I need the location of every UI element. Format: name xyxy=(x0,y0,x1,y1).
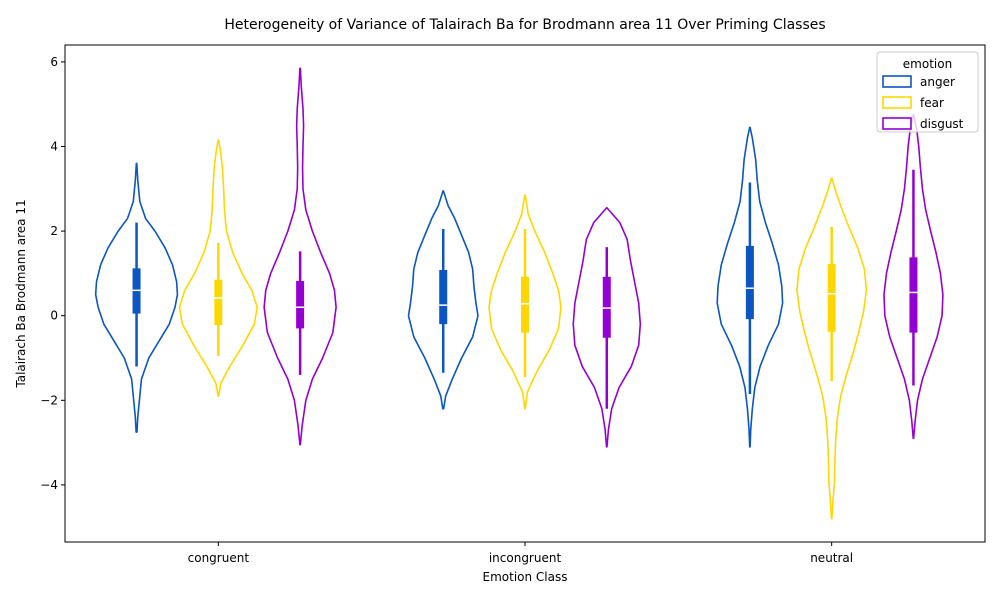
violin-anger-congruent xyxy=(94,162,179,433)
violin-disgust-congruent xyxy=(263,67,337,446)
violin-outline xyxy=(572,207,642,448)
y-tick-label: −2 xyxy=(40,393,58,407)
iqr-box xyxy=(296,281,305,329)
violin-outline xyxy=(796,177,868,520)
violin-outline xyxy=(178,139,258,397)
violin-outline xyxy=(263,67,337,446)
legend-label-disgust: disgust xyxy=(920,117,964,131)
y-axis-label: Talairach Ba Brodmann area 11 xyxy=(14,199,28,388)
y-tick-label: 6 xyxy=(50,55,58,69)
legend: emotion anger fear disgust xyxy=(876,51,979,133)
iqr-box xyxy=(827,264,836,332)
violin-anger-neutral xyxy=(716,126,784,448)
legend-label-fear: fear xyxy=(920,96,944,110)
legend-box xyxy=(876,51,979,133)
y-tick-label: 4 xyxy=(50,140,58,154)
x-tick-label: incongruent xyxy=(489,551,562,565)
plot-area xyxy=(94,67,944,520)
iqr-box xyxy=(439,270,448,325)
iqr-box xyxy=(602,276,611,338)
x-tick-label: congruent xyxy=(188,551,250,565)
y-tick-label: 2 xyxy=(50,224,58,238)
violin-anger-incongruent xyxy=(407,190,479,410)
iqr-box xyxy=(909,257,918,333)
violin-outline xyxy=(716,126,784,448)
violin-fear-congruent xyxy=(178,139,258,397)
legend-swatch-fear xyxy=(882,96,912,109)
violin-fear-neutral xyxy=(796,177,868,520)
violin-fear-incongruent xyxy=(488,194,562,410)
violin-outline xyxy=(488,194,562,410)
legend-swatch-disgust xyxy=(882,117,912,130)
y-tick-label: 0 xyxy=(50,309,58,323)
iqr-box xyxy=(214,279,223,326)
iqr-box xyxy=(521,276,529,333)
x-tick-label: neutral xyxy=(810,551,853,565)
y-tick-label: −4 xyxy=(40,478,58,492)
x-axis-label: Emotion Class xyxy=(483,570,568,584)
x-axis: congruent incongruent neutral xyxy=(188,542,853,565)
violin-disgust-incongruent xyxy=(572,207,642,448)
y-axis: −4 −2 0 2 4 6 xyxy=(40,55,65,492)
legend-swatch-anger xyxy=(882,75,912,88)
violin-outline xyxy=(94,162,179,433)
violin-outline xyxy=(407,190,479,410)
violin-disgust-neutral xyxy=(883,113,944,440)
chart-title: Heterogeneity of Variance of Talairach B… xyxy=(224,17,825,33)
iqr-box xyxy=(745,245,754,320)
legend-title: emotion xyxy=(903,57,952,71)
legend-label-anger: anger xyxy=(920,75,955,89)
